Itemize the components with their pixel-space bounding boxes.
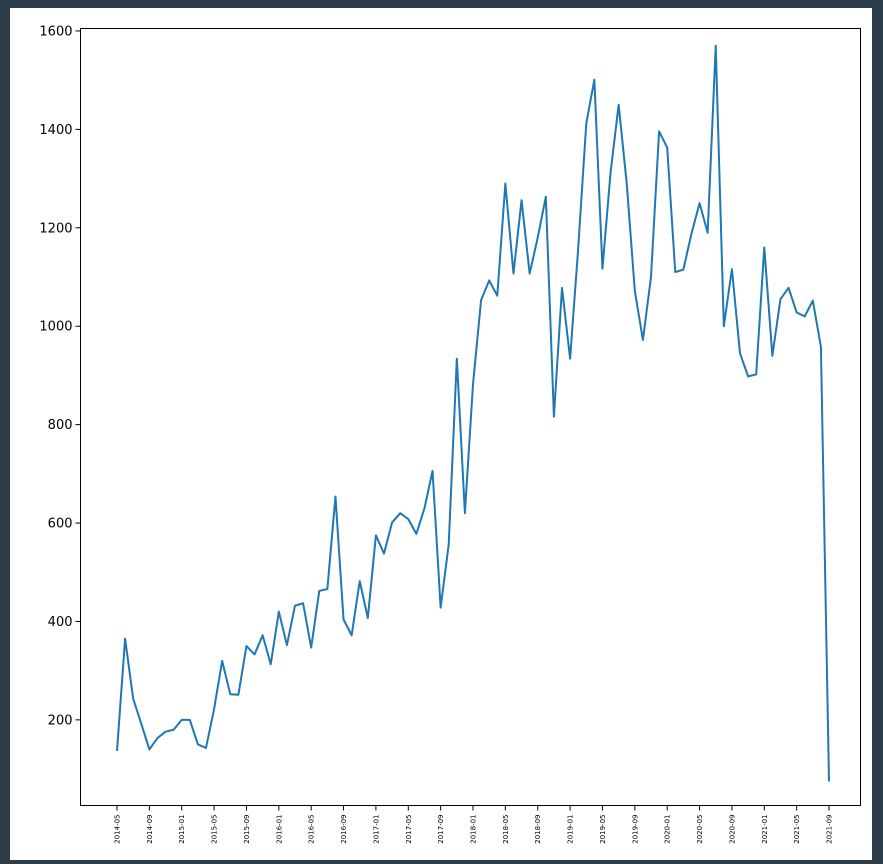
x-tick-label: 2015-01 xyxy=(178,815,186,844)
y-tick-label: 400 xyxy=(48,615,73,630)
x-tick-label: 2017-05 xyxy=(405,815,413,844)
y-tick-label: 200 xyxy=(48,713,73,728)
series-line xyxy=(117,46,829,782)
x-tick-label: 2014-05 xyxy=(114,815,122,844)
x-tick-label: 2016-01 xyxy=(275,815,283,844)
chart-frame: 200 400 600 800 1000 1200 1400 1600 2014-05 2014… xyxy=(10,8,872,860)
y-tick-label: 1200 xyxy=(39,221,72,236)
x-tick-label: 2015-05 xyxy=(211,815,219,844)
x-tick-label: 2021-09 xyxy=(826,815,834,844)
x-tick-label: 2017-09 xyxy=(437,815,445,844)
y-tick-label: 1400 xyxy=(39,123,72,138)
x-tick-label: 2020-09 xyxy=(728,815,736,844)
x-axis: 2014-05 2014-09 2015-01 2015-05 2015-09 2016-… xyxy=(114,806,834,844)
x-tick-label: 2016-09 xyxy=(340,815,348,844)
x-tick-label: 2019-05 xyxy=(599,815,607,844)
x-tick-label: 2020-05 xyxy=(696,815,704,844)
x-tick-label: 2014-09 xyxy=(146,815,154,844)
x-tick-label: 2020-01 xyxy=(664,815,672,844)
y-axis: 200 400 600 800 1000 1200 1400 1600 xyxy=(39,24,80,728)
x-tick-label: 2019-01 xyxy=(567,815,575,844)
y-tick-label: 800 xyxy=(48,418,73,433)
x-tick-label: 2018-05 xyxy=(502,815,510,844)
y-tick-label: 1000 xyxy=(39,320,72,335)
y-tick-label: 1600 xyxy=(39,24,72,39)
x-tick-label: 2016-05 xyxy=(308,815,316,844)
plot-area xyxy=(117,46,829,782)
x-tick-label: 2018-01 xyxy=(470,815,478,844)
y-tick-label: 600 xyxy=(48,517,73,532)
x-tick-label: 2017-01 xyxy=(372,815,380,844)
x-tick-label: 2021-01 xyxy=(761,815,769,844)
x-tick-label: 2019-09 xyxy=(631,815,639,844)
x-tick-label: 2015-09 xyxy=(243,815,251,844)
x-tick-label: 2021-05 xyxy=(793,815,801,844)
x-tick-label: 2018-09 xyxy=(534,815,542,844)
